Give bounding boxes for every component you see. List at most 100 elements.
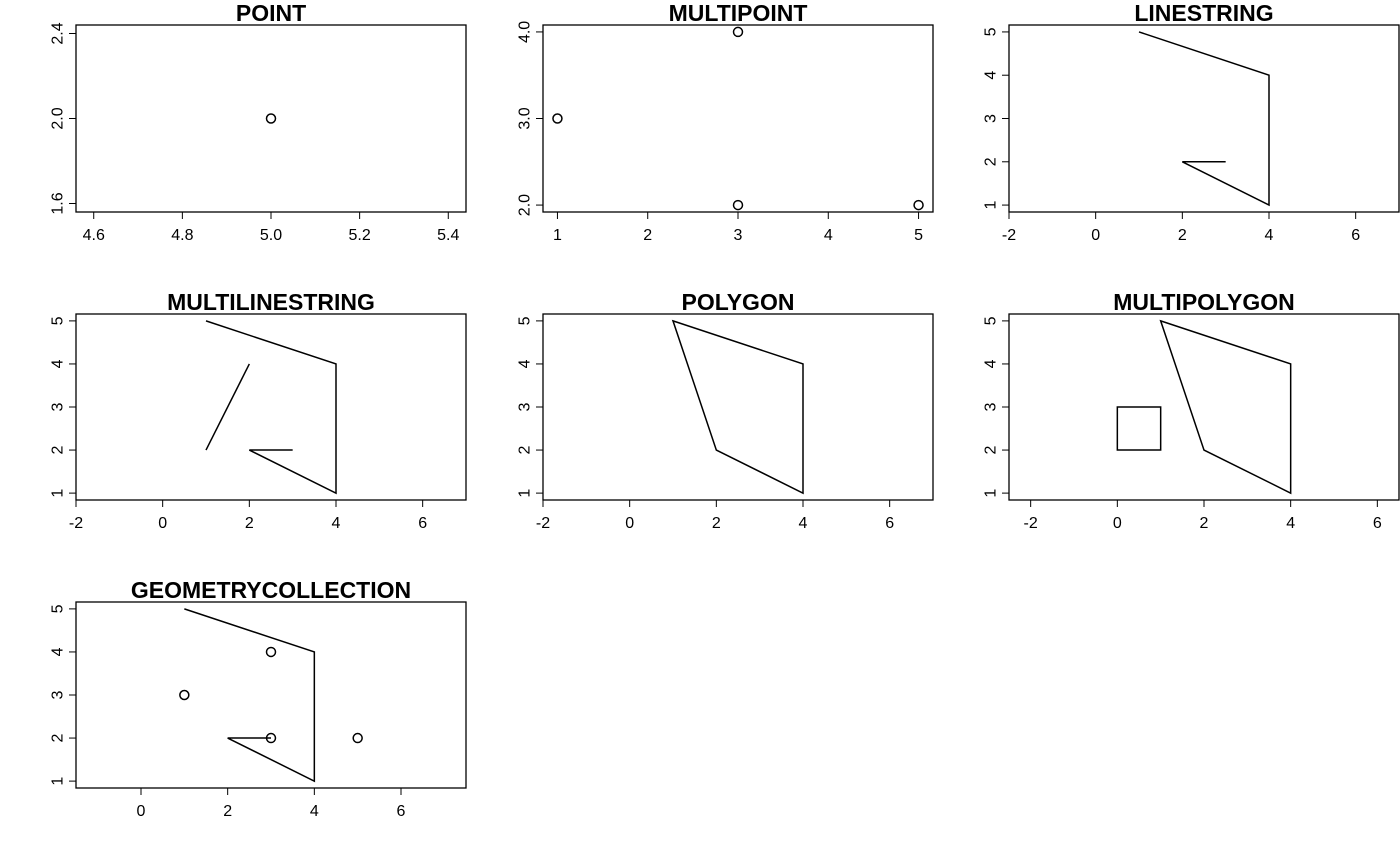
x-tick-label: 5.2 <box>349 227 371 244</box>
y-tick-label: 4 <box>983 71 1000 80</box>
x-tick-label: 5 <box>914 227 923 244</box>
y-tick-label: 4.0 <box>517 21 534 43</box>
x-tick-label: 2 <box>223 803 232 820</box>
y-tick-label: 3.0 <box>517 107 534 129</box>
point-marker <box>913 199 924 211</box>
polygon-shape <box>1116 406 1162 451</box>
linestring-path <box>1138 31 1270 207</box>
plot-frame <box>542 313 934 501</box>
x-tick-label: 2 <box>1200 515 1209 532</box>
y-tick-label: 3 <box>517 402 534 411</box>
x-tick-label: 4 <box>310 803 319 820</box>
x-tick-label: 4.8 <box>171 227 193 244</box>
plot-frame <box>75 24 467 213</box>
point-marker <box>732 199 744 211</box>
y-tick-label: 4 <box>50 647 67 656</box>
panel-title: MULTILINESTRING <box>167 289 375 315</box>
panel-polygon: POLYGON -2 0 2 4 6 1 2 3 4 5 <box>517 289 934 532</box>
y-tick-label: 5 <box>50 604 67 613</box>
x-tick-label: 0 <box>158 515 167 532</box>
x-tick-label: 0 <box>1113 515 1122 532</box>
y-tick-label: 3 <box>50 402 67 411</box>
y-tick-label: 3 <box>983 402 1000 411</box>
x-tick-label: 2 <box>643 227 652 244</box>
y-tick-label: 3 <box>50 690 67 699</box>
y-tick-label: 1 <box>983 201 1000 210</box>
x-tick-label: 0 <box>137 803 146 820</box>
point-marker <box>265 646 277 658</box>
x-tick-label: 4 <box>1265 227 1274 244</box>
x-tick-label: 4 <box>332 515 341 532</box>
plot-frame <box>542 24 934 213</box>
y-tick-label: 5 <box>983 27 1000 36</box>
point-marker <box>265 732 277 744</box>
x-tick-label: 4.6 <box>83 227 105 244</box>
y-tick-label: 4 <box>517 359 534 368</box>
linestring-path <box>205 320 337 495</box>
y-tick-label: 4 <box>50 359 67 368</box>
panel-title: POINT <box>236 0 306 26</box>
x-tick-label: 6 <box>885 515 894 532</box>
y-tick-label: 3 <box>983 114 1000 123</box>
point-marker <box>179 689 190 701</box>
y-tick-label: 2 <box>983 157 1000 166</box>
x-tick-label: 2 <box>712 515 721 532</box>
x-tick-label: -2 <box>1002 227 1016 244</box>
x-tick-label: -2 <box>536 515 550 532</box>
panel-point: POINT 4.6 4.8 5.0 5.2 5.4 1.6 2.0 2.4 <box>50 0 467 244</box>
x-tick-label: 3 <box>734 227 743 244</box>
y-tick-label: 1 <box>50 777 67 786</box>
panel-linestring: LINESTRING -2 0 2 4 6 1 2 3 4 5 <box>983 0 1400 244</box>
y-tick-label: 4 <box>983 359 1000 368</box>
point-marker <box>552 113 563 124</box>
panel-title: MULTIPOLYGON <box>1113 289 1294 315</box>
panel-title: MULTIPOINT <box>669 0 808 26</box>
point-marker <box>352 732 363 744</box>
y-tick-label: 2.0 <box>517 194 534 216</box>
y-tick-label: 1 <box>983 489 1000 498</box>
polygon-shape <box>671 319 804 495</box>
y-tick-label: 2 <box>983 446 1000 455</box>
x-tick-label: 5.4 <box>437 227 459 244</box>
plot-frame <box>1008 313 1400 501</box>
y-tick-label: 2.0 <box>50 107 67 129</box>
y-tick-label: 5 <box>517 316 534 325</box>
x-tick-label: 6 <box>418 515 427 532</box>
y-tick-label: 2.4 <box>50 22 67 44</box>
panel-multipolygon: MULTIPOLYGON -2 0 2 4 6 1 2 3 4 5 <box>983 289 1400 532</box>
panel-title: POLYGON <box>682 289 795 315</box>
plot-frame <box>75 313 467 501</box>
y-tick-label: 5 <box>983 316 1000 325</box>
plot-frame <box>75 601 467 789</box>
x-tick-label: 1 <box>553 227 562 244</box>
y-tick-label: 5 <box>50 316 67 325</box>
x-tick-label: 6 <box>1373 515 1382 532</box>
point-marker <box>265 113 277 124</box>
panel-multilinestring: MULTILINESTRING -2 0 2 4 6 1 2 3 4 5 <box>50 289 467 532</box>
y-tick-label: 2 <box>50 446 67 455</box>
x-tick-label: 6 <box>397 803 406 820</box>
x-tick-label: 2 <box>245 515 254 532</box>
panel-title: LINESTRING <box>1134 0 1273 26</box>
x-tick-label: 5.0 <box>260 227 282 244</box>
panel-title: GEOMETRYCOLLECTION <box>131 577 411 603</box>
linestring-path <box>205 363 251 451</box>
x-tick-label: 0 <box>1091 227 1100 244</box>
panel-multipoint: MULTIPOINT 1 2 3 4 5 2.0 3.0 4.0 <box>517 0 934 244</box>
panel-geometrycollection: GEOMETRYCOLLECTION 0 2 4 6 1 2 3 4 5 <box>50 577 467 820</box>
x-tick-label: 0 <box>625 515 634 532</box>
y-tick-label: 1 <box>517 489 534 498</box>
y-tick-label: 1 <box>50 489 67 498</box>
y-tick-label: 2 <box>50 734 67 743</box>
plot-frame <box>1008 24 1400 213</box>
x-tick-label: 4 <box>1286 515 1295 532</box>
x-tick-label: 4 <box>799 515 808 532</box>
linestring-path <box>184 608 316 783</box>
x-tick-label: -2 <box>1024 515 1038 532</box>
x-tick-label: 2 <box>1178 227 1187 244</box>
polygon-shape <box>1159 319 1292 495</box>
y-tick-label: 2 <box>517 446 534 455</box>
y-tick-label: 1.6 <box>50 192 67 214</box>
x-tick-label: 4 <box>824 227 833 244</box>
